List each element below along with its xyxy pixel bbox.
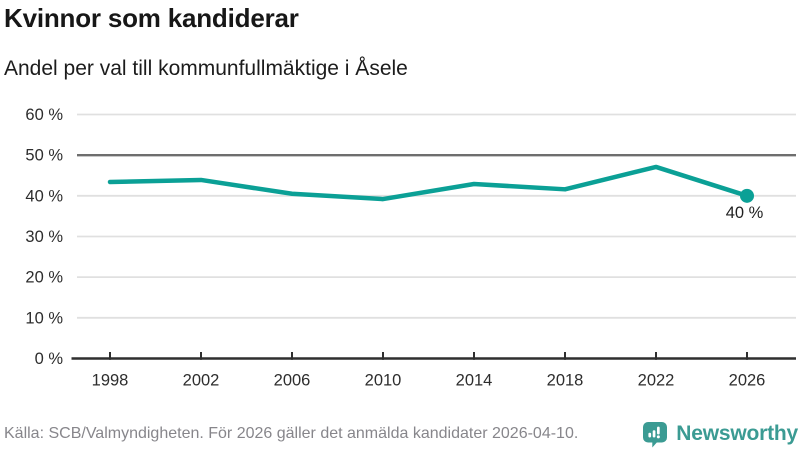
chart-title: Kvinnor som kandiderar <box>4 3 299 33</box>
y-tick-label: 20 % <box>25 269 63 287</box>
x-tick-label: 2006 <box>274 372 311 390</box>
x-tick-label: 2018 <box>547 372 584 390</box>
newsworthy-icon <box>643 421 668 447</box>
x-tick-label: 2026 <box>729 372 766 390</box>
y-tick-label: 30 % <box>25 228 63 246</box>
y-tick-label: 10 % <box>25 309 63 327</box>
x-tick-label: 1998 <box>92 372 129 390</box>
x-tick-label: 2014 <box>456 372 493 390</box>
data-line <box>107 164 750 202</box>
x-tick-label: 2010 <box>365 372 402 390</box>
footer: Källa: SCB/Valmyndigheten. För 2026 gäll… <box>4 419 798 449</box>
end-point-marker <box>740 188 754 203</box>
newsworthy-logo[interactable]: Newsworthy <box>642 421 798 448</box>
x-tick-label: 2002 <box>183 372 220 390</box>
chart-subtitle: Andel per val till kommunfullmäktige i Å… <box>4 57 408 80</box>
y-tick-label: 50 % <box>25 147 63 165</box>
y-tick-label: 0 % <box>35 350 64 368</box>
end-point-label: 40 % <box>726 204 764 222</box>
line-chart: 0 % 10 % 20 % 30 % 40 % 50 % 60 % 1998 2002 2006 2… <box>25 106 796 390</box>
source-note: Källa: SCB/Valmyndigheten. För 2026 gäll… <box>4 425 579 442</box>
y-tick-label: 40 % <box>25 187 63 205</box>
x-tick-label: 2022 <box>638 372 675 390</box>
newsworthy-wordmark: Newsworthy <box>676 422 798 445</box>
y-tick-label: 60 % <box>25 106 63 124</box>
